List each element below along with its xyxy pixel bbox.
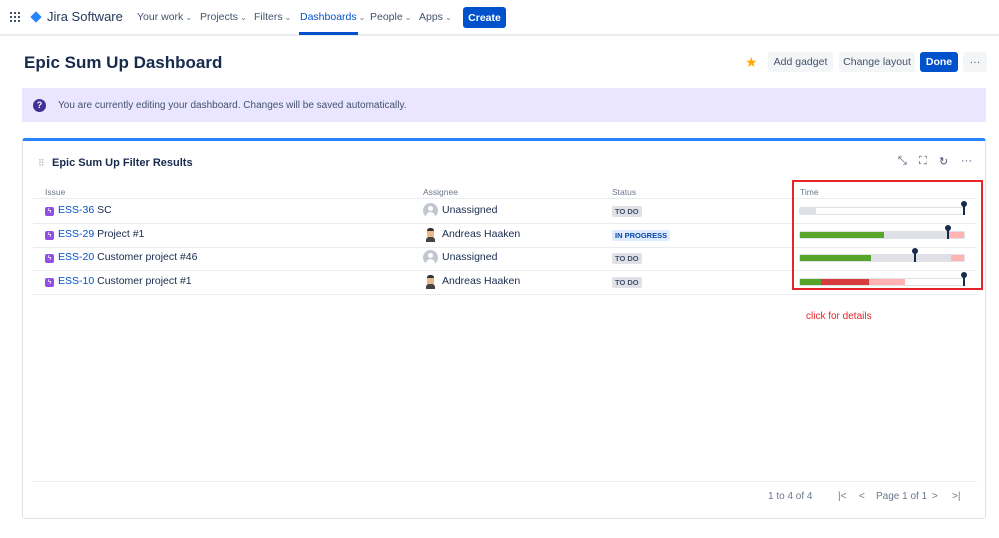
divider bbox=[33, 223, 977, 224]
chevron-down-icon: ⌄ bbox=[404, 13, 412, 22]
issue-key-link[interactable]: ESS-20 bbox=[58, 251, 95, 264]
app-switcher-icon[interactable] bbox=[10, 12, 20, 22]
more-icon[interactable]: ··· bbox=[961, 155, 972, 167]
first-page-icon[interactable]: |< bbox=[838, 491, 847, 502]
assignee-name: Andreas Haaken bbox=[442, 275, 521, 288]
nav-people[interactable]: People ⌄ bbox=[370, 11, 412, 23]
avatar bbox=[423, 250, 438, 266]
app-name: Jira Software bbox=[47, 9, 123, 24]
divider bbox=[33, 481, 977, 482]
nav-your-work[interactable]: Your work ⌄ bbox=[137, 11, 193, 23]
column-header-time[interactable]: Time bbox=[800, 187, 819, 197]
result-count: 1 to 4 of 4 bbox=[768, 491, 813, 502]
time-marker bbox=[961, 272, 967, 287]
time-segment bbox=[800, 231, 884, 238]
active-nav-underline bbox=[299, 32, 358, 35]
time-marker bbox=[911, 248, 918, 263]
nav-projects[interactable]: Projects ⌄ bbox=[200, 11, 247, 23]
issue-summary: Project #1 bbox=[97, 227, 145, 240]
column-header-status[interactable]: Status bbox=[612, 187, 637, 197]
nav-filters[interactable]: Filters ⌄ bbox=[254, 11, 292, 23]
chevron-down-icon: ⌄ bbox=[239, 13, 247, 22]
done-button[interactable]: Done bbox=[920, 52, 958, 72]
time-progress-bar[interactable] bbox=[799, 272, 967, 287]
banner-text: You are currently editing your dashboard… bbox=[58, 99, 407, 111]
gadget-card: ⠿ Epic Sum Up Filter Results ⤡ ⛶ ↻ ··· I… bbox=[22, 138, 986, 519]
status-badge: IN PROGRESS bbox=[612, 229, 671, 241]
last-page-icon[interactable]: >| bbox=[952, 491, 961, 502]
time-progress-bar[interactable] bbox=[799, 248, 965, 263]
time-segment bbox=[821, 279, 869, 286]
edit-banner: ? You are currently editing your dashboa… bbox=[22, 88, 986, 122]
issue-summary: SC bbox=[97, 204, 112, 216]
divider bbox=[33, 294, 977, 296]
epic-icon: ϟ bbox=[45, 230, 54, 240]
question-icon: ? bbox=[33, 98, 46, 112]
chevron-down-icon: ⌄ bbox=[358, 13, 366, 22]
prev-page-icon[interactable]: < bbox=[859, 491, 865, 502]
minimize-icon[interactable]: ⤡ bbox=[898, 155, 907, 167]
gadget-title: Epic Sum Up Filter Results bbox=[52, 157, 193, 169]
next-page-icon[interactable]: > bbox=[932, 491, 938, 502]
time-progress-bar[interactable] bbox=[799, 224, 965, 239]
table-row[interactable]: ϟ ESS-20 Customer project #46 Unassigned… bbox=[23, 247, 987, 270]
refresh-icon[interactable]: ↻ bbox=[939, 156, 949, 168]
time-marker bbox=[961, 201, 967, 215]
page-indicator: Page 1 of 1 bbox=[876, 491, 928, 502]
assignee-name: Unassigned bbox=[442, 204, 498, 216]
top-nav: Jira Software Your work ⌄ Projects ⌄ Filte… bbox=[0, 0, 999, 36]
table-row[interactable]: ϟ ESS-36 SC Unassigned TO DO bbox=[23, 200, 987, 223]
divider bbox=[33, 270, 977, 272]
time-progress-bar[interactable] bbox=[799, 201, 967, 215]
fullscreen-icon[interactable]: ⛶ bbox=[919, 155, 927, 167]
status-badge: TO DO bbox=[612, 206, 642, 217]
avatar bbox=[423, 203, 438, 218]
column-header-issue[interactable]: Issue bbox=[45, 187, 66, 197]
chevron-down-icon: ⌄ bbox=[185, 13, 193, 22]
time-marker bbox=[944, 224, 951, 239]
avatar bbox=[423, 226, 438, 242]
time-segment bbox=[883, 231, 948, 238]
time-segment bbox=[947, 231, 964, 238]
time-segment bbox=[868, 279, 905, 286]
divider bbox=[33, 246, 977, 248]
jira-diamond-icon bbox=[30, 10, 42, 23]
change-layout-button[interactable]: Change layout bbox=[839, 52, 915, 72]
time-column-highlight bbox=[792, 180, 983, 290]
time-segment bbox=[800, 208, 817, 214]
epic-icon: ϟ bbox=[45, 254, 54, 264]
time-segment bbox=[870, 255, 951, 262]
add-gadget-button[interactable]: Add gadget bbox=[768, 52, 833, 72]
divider bbox=[33, 198, 977, 199]
jira-logo[interactable]: Jira Software bbox=[29, 9, 123, 24]
issue-summary: Customer project #46 bbox=[97, 251, 198, 264]
issue-key-link[interactable]: ESS-10 bbox=[58, 275, 95, 288]
issue-key-link[interactable]: ESS-29 bbox=[58, 227, 95, 240]
create-button[interactable]: Create bbox=[463, 7, 506, 28]
table-row[interactable]: ϟ ESS-10 Customer project #1 Andreas Haa… bbox=[23, 271, 987, 294]
annotation-text: click for details bbox=[806, 311, 872, 322]
assignee-name: Unassigned bbox=[442, 251, 498, 264]
column-header-assignee[interactable]: Assignee bbox=[423, 187, 458, 197]
table-row[interactable]: ϟ ESS-29 Project #1 Andreas Haaken IN PR… bbox=[23, 224, 987, 247]
drag-handle-icon[interactable]: ⠿ bbox=[38, 158, 45, 168]
assignee-name: Andreas Haaken bbox=[442, 227, 521, 240]
nav-dashboards[interactable]: Dashboards ⌄ bbox=[300, 11, 366, 23]
chevron-down-icon: ⌄ bbox=[444, 13, 452, 22]
more-button[interactable]: ··· bbox=[963, 52, 987, 72]
chevron-down-icon: ⌄ bbox=[284, 13, 292, 22]
status-badge: TO DO bbox=[612, 277, 642, 289]
status-badge: TO DO bbox=[612, 253, 642, 265]
issue-key-link[interactable]: ESS-36 bbox=[58, 204, 95, 216]
star-icon[interactable]: ★ bbox=[745, 54, 758, 70]
time-segment bbox=[800, 255, 871, 262]
issue-summary: Customer project #1 bbox=[97, 275, 192, 288]
epic-icon: ϟ bbox=[45, 207, 54, 216]
nav-apps[interactable]: Apps ⌄ bbox=[419, 11, 452, 23]
epic-icon: ϟ bbox=[45, 278, 54, 288]
avatar bbox=[423, 274, 438, 290]
time-segment bbox=[950, 255, 964, 262]
page-title: Epic Sum Up Dashboard bbox=[24, 53, 223, 72]
time-segment bbox=[800, 279, 822, 286]
